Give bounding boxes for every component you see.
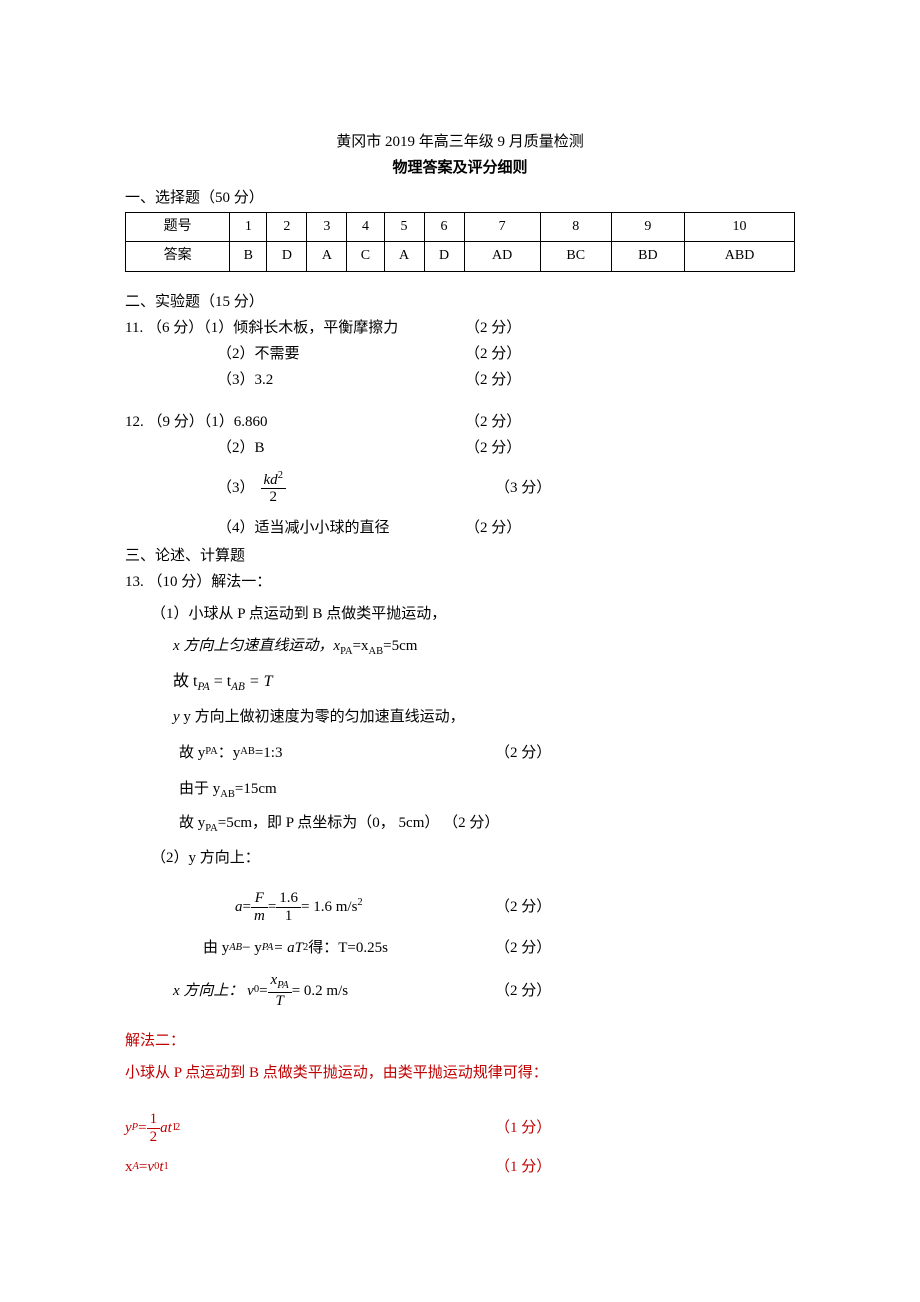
q12-part1-text: 12. （9 分）（1）6.860 — [125, 410, 465, 434]
fraction: kd2 2 — [261, 470, 286, 506]
cell: AD — [464, 242, 540, 271]
q11-part2-text: （2）不需要 — [125, 342, 465, 366]
solution2-heading: 解法二： — [125, 1029, 795, 1053]
q12-part4-text: （4）适当减小小球的直径 — [125, 516, 465, 540]
q13-line5-points: （2 分） — [495, 741, 551, 765]
q13-eq1-points: （2 分） — [495, 895, 551, 919]
cell: BC — [540, 242, 611, 271]
q11-part2-points: （2 分） — [465, 342, 521, 366]
q13-eq1: a = Fm = 1.61 = 1.6 m/s2 （2 分） — [125, 890, 795, 924]
row2-label: 答案 — [126, 242, 230, 271]
table-row: 题号 1 2 3 4 5 6 7 8 9 10 — [126, 213, 795, 242]
q12-part1: 12. （9 分）（1）6.860 （2 分） — [125, 410, 795, 434]
q11-part3: （3）3.2 （2 分） — [125, 368, 795, 392]
cell: 4 — [347, 213, 384, 242]
page-title: 黄冈市 2019 年高三年级 9 月质量检测 — [125, 130, 795, 154]
solution2-line1: 小球从 P 点运动到 B 点做类平抛运动，由类平抛运动规律可得： — [125, 1061, 795, 1085]
solution2-eq2: xA = v0t1 （1 分） — [125, 1155, 795, 1179]
q11-part1-text: 11. （6 分）（1）倾斜长木板，平衡摩擦力 — [125, 316, 465, 340]
cell: B — [230, 242, 267, 271]
cell: A — [307, 242, 347, 271]
q13-line5: 故 yPA：yAB=1:3 （2 分） — [125, 741, 795, 765]
q12-part4-points: （2 分） — [465, 516, 521, 540]
q12-part4: （4）适当减小小球的直径 （2 分） — [125, 516, 795, 540]
q13-line2: x 方向上匀速直线运动，xPA=xAB=5cm — [125, 634, 795, 661]
answer-table: 题号 1 2 3 4 5 6 7 8 9 10 答案 B D A C A D A… — [125, 212, 795, 272]
cell: BD — [611, 242, 685, 271]
q11-part3-points: （2 分） — [465, 368, 521, 392]
q13-line7: 故 yPA=5cm，即 P 点坐标为（0， 5cm） （2 分） — [125, 811, 795, 838]
cell: D — [424, 242, 464, 271]
q12-part2-points: （2 分） — [465, 436, 521, 460]
solution2-eq1: yP = 12 at12 （1 分） — [125, 1111, 795, 1145]
q13-eq2: 由 yAB − yPA = aT2 得：T=0.25s （2 分） — [125, 936, 795, 960]
q12-part3: （3） kd2 2 （3 分） — [125, 470, 795, 506]
section3-heading: 三、论述、计算题 — [125, 544, 795, 568]
q13-eq3-points: （2 分） — [495, 979, 551, 1003]
q13-line4: y y 方向上做初速度为零的匀加速直线运动， — [125, 705, 795, 729]
q11-part1-points: （2 分） — [465, 316, 521, 340]
q11-part1: 11. （6 分）（1）倾斜长木板，平衡摩擦力 （2 分） — [125, 316, 795, 340]
q13-line1: （1）小球从 P 点运动到 B 点做类平抛运动， — [125, 602, 795, 626]
q12-sub3-label: （3） — [217, 476, 255, 500]
q13-line6: 由于 yAB=15cm — [125, 777, 795, 804]
q12-part2: （2）B （2 分） — [125, 436, 795, 460]
cell: D — [267, 242, 307, 271]
section1-heading: 一、选择题（50 分） — [125, 186, 795, 210]
q12-part2-text: （2）B — [125, 436, 465, 460]
cell: ABD — [685, 242, 795, 271]
cell: 1 — [230, 213, 267, 242]
solution2-eq2-points: （1 分） — [495, 1155, 551, 1179]
cell: 9 — [611, 213, 685, 242]
q13-eq2-points: （2 分） — [495, 936, 551, 960]
q11-part3-text: （3）3.2 — [125, 368, 465, 392]
page-subtitle: 物理答案及评分细则 — [125, 156, 795, 180]
cell: 8 — [540, 213, 611, 242]
q13-line3: 故 tPA = tAB = T — [125, 669, 795, 697]
cell: A — [384, 242, 424, 271]
q12-part1-points: （2 分） — [465, 410, 521, 434]
cell: 3 — [307, 213, 347, 242]
q13-prefix: 13. （10 分）解法一： — [125, 570, 795, 594]
cell: C — [347, 242, 384, 271]
row1-label: 题号 — [126, 213, 230, 242]
q12-part3-expr: （3） kd2 2 — [125, 470, 495, 506]
section2-heading: 二、实验题（15 分） — [125, 290, 795, 314]
cell: 5 — [384, 213, 424, 242]
q12-part3-points: （3 分） — [495, 476, 551, 500]
table-row: 答案 B D A C A D AD BC BD ABD — [126, 242, 795, 271]
cell: 7 — [464, 213, 540, 242]
solution2-eq1-points: （1 分） — [495, 1116, 551, 1140]
cell: 6 — [424, 213, 464, 242]
q13-eq3: x 方向上： v0 = xPAT = 0.2 m/s （2 分） — [125, 972, 795, 1009]
cell: 2 — [267, 213, 307, 242]
q11-part2: （2）不需要 （2 分） — [125, 342, 795, 366]
q13-part2-head: （2）y 方向上： — [125, 846, 795, 870]
cell: 10 — [685, 213, 795, 242]
